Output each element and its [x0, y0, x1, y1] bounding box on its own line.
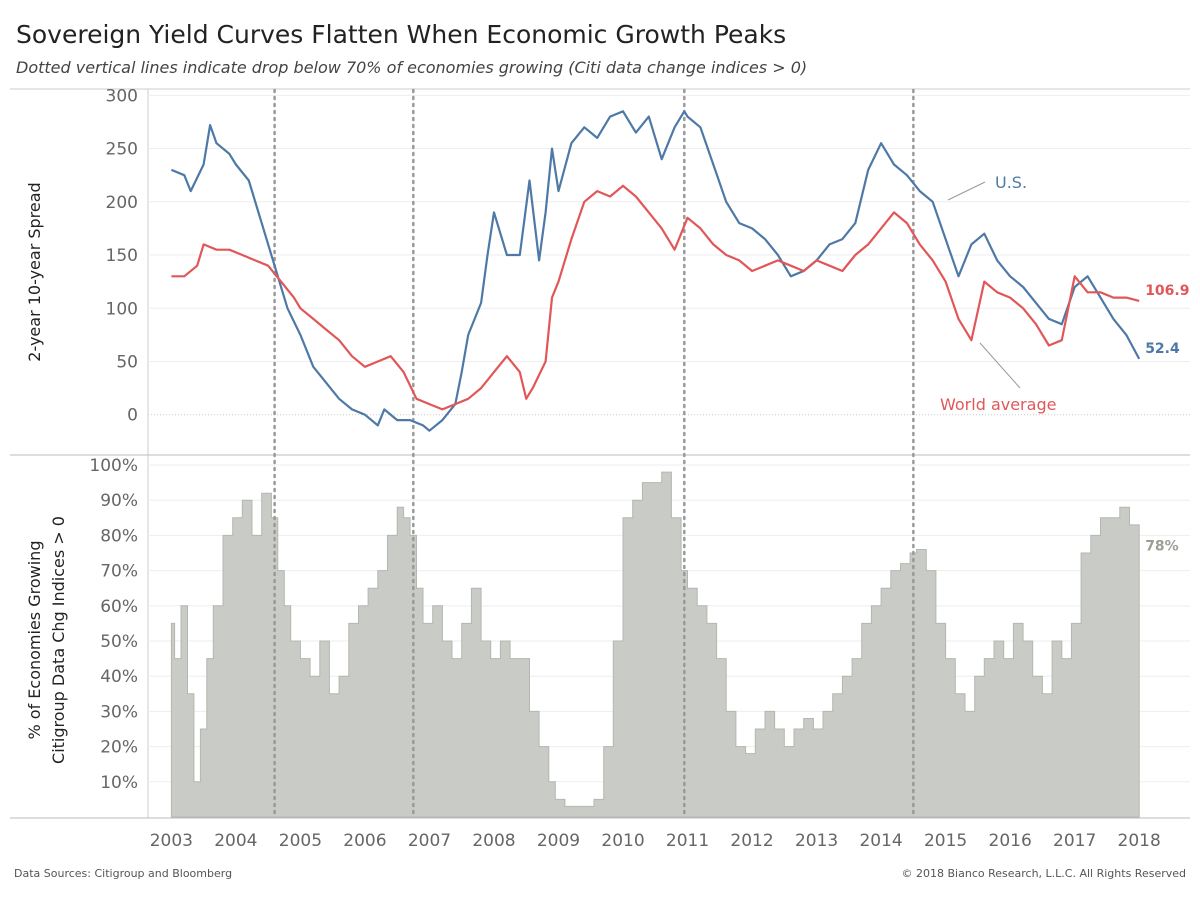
- top-y-axis-label: 2-year 10-year Spread: [25, 182, 44, 361]
- bottom-y-axis-label-line: Citigroup Data Chg Indices > 0: [49, 516, 68, 764]
- x-tick-label: 2006: [343, 831, 386, 851]
- bottom-y-tick-label: 30%: [100, 702, 138, 722]
- world-annotation-label: World average: [940, 395, 1056, 414]
- x-tick-label: 2004: [214, 831, 257, 851]
- x-tick-label: 2016: [989, 831, 1032, 851]
- chart-title: Sovereign Yield Curves Flatten When Econ…: [16, 20, 787, 49]
- world-end-label: 106.9: [1145, 283, 1189, 299]
- bottom-y-tick-label: 50%: [100, 632, 138, 652]
- bottom-y-tick-label: 80%: [100, 526, 138, 546]
- threshold-lines: [273, 88, 915, 819]
- bottom-y-ticks: 10% 20% 30% 40% 50% 60% 70% 80% 90% 100%: [89, 456, 138, 793]
- x-tick-label: 2018: [1118, 831, 1161, 851]
- x-tick-label: 2010: [601, 831, 644, 851]
- x-tick-label: 2017: [1053, 831, 1096, 851]
- top-y-tick-label: 150: [106, 246, 138, 266]
- bottom-y-tick-label: 40%: [100, 667, 138, 687]
- top-y-tick-label: 250: [106, 140, 138, 160]
- bottom-y-tick-label: 60%: [100, 597, 138, 617]
- top-y-tick-label: 300: [106, 86, 138, 106]
- top-grid: [148, 94, 1190, 416]
- world-spread-line: [171, 184, 1140, 411]
- top-y-tick-label: 100: [106, 299, 138, 319]
- chart-subtitle: Dotted vertical lines indicate drop belo…: [16, 58, 808, 77]
- data-source-note: Data Sources: Citigroup and Bloomberg: [14, 867, 233, 880]
- bottom-y-axis-label-line: % of Economies Growing: [25, 541, 44, 740]
- x-tick-label: 2003: [150, 831, 193, 851]
- x-tick-label: 2007: [408, 831, 451, 851]
- copyright-note: © 2018 Bianco Research, L.L.C. All Right…: [901, 867, 1186, 880]
- top-y-ticks: 0 50 100 150 200 250 300: [106, 86, 138, 425]
- top-y-tick-label: 0: [127, 406, 138, 426]
- growth-area: [170, 471, 1140, 818]
- x-tick-label: 2012: [730, 831, 773, 851]
- growth-end-label: 78%: [1145, 538, 1179, 554]
- x-tick-label: 2005: [279, 831, 322, 851]
- bottom-y-tick-label: 10%: [100, 773, 138, 793]
- bottom-y-axis-label: % of Economies Growing Citigroup Data Chg…: [25, 516, 68, 764]
- top-y-tick-label: 50: [116, 353, 138, 373]
- x-tick-label: 2014: [859, 831, 902, 851]
- top-y-tick-label: 200: [106, 193, 138, 213]
- bottom-y-tick-label: 70%: [100, 562, 138, 582]
- bottom-y-tick-label: 90%: [100, 491, 138, 511]
- x-tick-label: 2013: [795, 831, 838, 851]
- x-tick-label: 2011: [666, 831, 709, 851]
- series-labels: 52.4 106.9 78% U.S. World average: [940, 173, 1189, 554]
- world-annotation-leader: [979, 342, 1021, 389]
- us-annotation-label: U.S.: [995, 173, 1027, 192]
- x-tick-label: 2009: [537, 831, 580, 851]
- x-ticks: 2003 2004 2005 2006 2007 2008 2009 2010 2011 2012…: [150, 831, 1161, 851]
- spread-lines: [170, 110, 1141, 432]
- us-annotation-leader: [947, 181, 986, 201]
- us-spread-line: [170, 110, 1141, 432]
- bottom-y-tick-label: 20%: [100, 738, 138, 758]
- x-tick-label: 2008: [472, 831, 515, 851]
- us-end-label: 52.4: [1145, 341, 1180, 357]
- x-tick-label: 2015: [924, 831, 967, 851]
- bottom-y-tick-label: 100%: [89, 456, 138, 476]
- growth-area-series: [170, 471, 1140, 818]
